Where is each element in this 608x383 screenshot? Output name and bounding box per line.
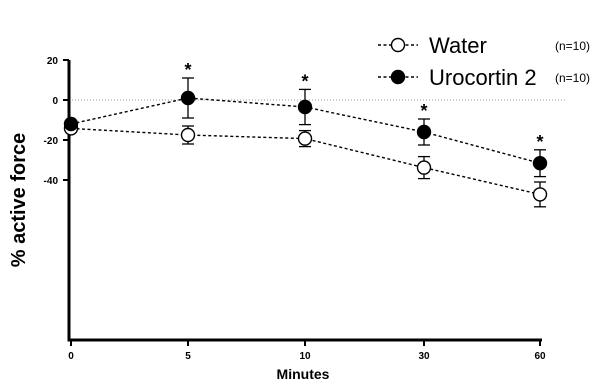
legend-water-n: (n=10)	[555, 39, 590, 53]
x-tick-label: 10	[299, 351, 311, 362]
urocortin-2-point	[532, 155, 548, 171]
urocortin-2-point	[416, 124, 432, 140]
y-tick-label: 20	[47, 56, 59, 67]
water-point	[297, 131, 313, 146]
water-point	[180, 127, 196, 143]
significance-star: *	[184, 60, 191, 80]
urocortin-2-point	[297, 99, 313, 115]
x-axis-title: Minutes	[277, 366, 330, 382]
x-tick-label: 30	[418, 351, 430, 362]
x-tick-label: 60	[534, 351, 546, 362]
water-series-line	[70, 127, 541, 196]
significance-star: *	[536, 132, 543, 152]
x-tick-label: 5	[185, 351, 191, 362]
y-tick-label: 0	[52, 96, 58, 107]
urocortin-2-point	[63, 116, 79, 132]
y-tick-label: -40	[44, 176, 59, 187]
significance-star: *	[301, 71, 308, 91]
legend-urocortin-2-marker	[390, 69, 406, 85]
urocortin-2-point	[180, 90, 196, 106]
x-tick-label: 0	[68, 351, 74, 362]
water-point	[532, 187, 548, 202]
y-tick-label: -20	[44, 136, 59, 147]
legend-urocortin-2-n: (n=10)	[555, 71, 590, 85]
legend-water-marker	[390, 37, 406, 53]
y-axis-title: % active force	[8, 133, 30, 268]
water-point	[416, 160, 432, 175]
significance-star: *	[420, 101, 427, 121]
legend-urocortin-2-label: Urocortin 2	[429, 65, 537, 90]
legend-water-label: Water	[429, 33, 487, 58]
